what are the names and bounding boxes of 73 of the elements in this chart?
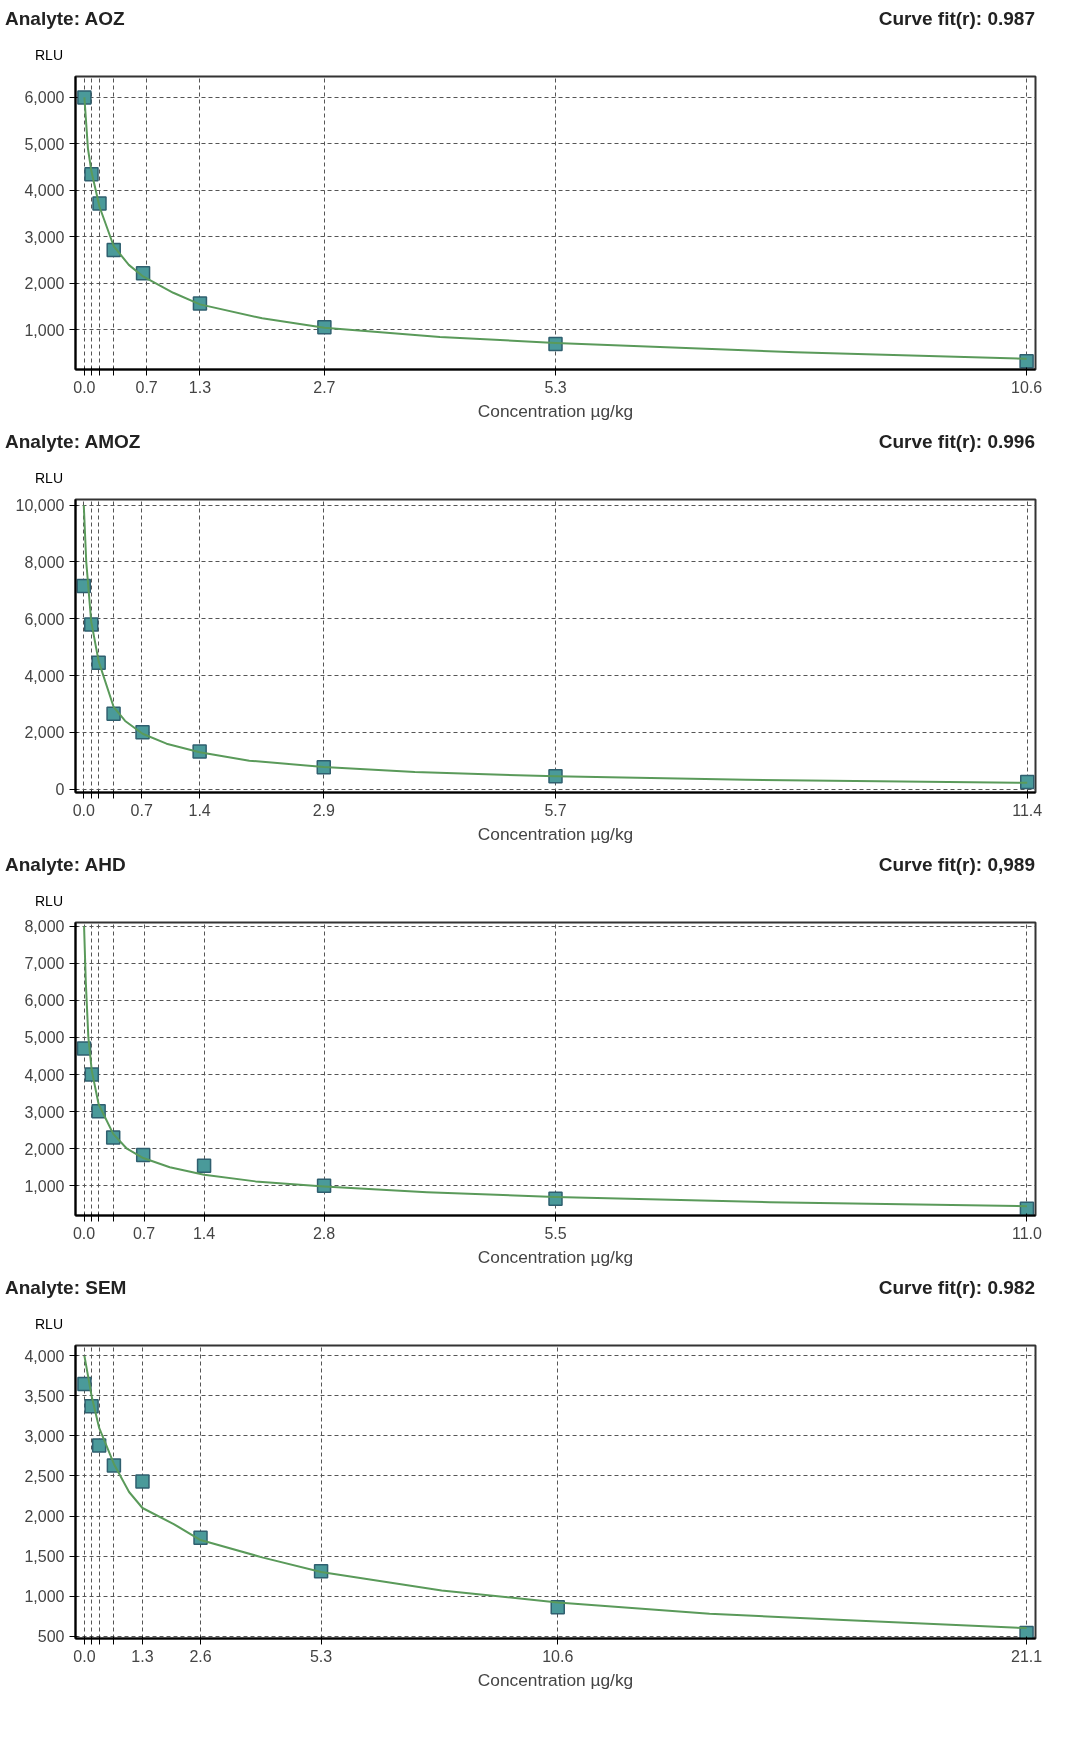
y-tick-label: 7,000	[24, 955, 65, 973]
x-tick-label: 5.3	[544, 378, 567, 396]
y-tick-label: 8,000	[24, 918, 65, 936]
chart-subtitle: Curve fit(r): 0.982	[878, 1276, 1035, 1300]
y-tick-label: 3,500	[24, 1387, 65, 1405]
point	[196, 1158, 212, 1174]
x-tick-label: 0.7	[132, 1224, 156, 1242]
x-tick-label: 5.5	[544, 1224, 567, 1242]
y-tick-label: 500	[37, 1628, 65, 1646]
y-axis-title: RLU	[34, 892, 64, 911]
y-tick-label: 8,000	[24, 553, 65, 571]
y-tick-label: 4,000	[24, 1066, 65, 1084]
chart-subtitle: Curve fit(r): 0,989	[878, 853, 1035, 877]
x-tick-label: 10.6	[1011, 378, 1043, 396]
y-tick-label: 4,000	[24, 1347, 65, 1365]
x-tick-label: 1.3	[131, 1647, 154, 1665]
y-tick-label: 3,000	[24, 228, 65, 246]
y-tick-label: 2,000	[24, 724, 65, 742]
chart-title: Analyte: AHD	[5, 853, 126, 877]
x-axis-title: Concentration µg/kg	[477, 1246, 634, 1267]
x-tick-label: 5.7	[544, 801, 567, 819]
x-tick-label: 0.7	[135, 378, 158, 396]
chart-subtitle: Curve fit(r): 0.987	[878, 7, 1035, 31]
x-tick-label: 1.4	[192, 1224, 216, 1242]
chart-subtitle: Curve fit(r): 0.996	[878, 430, 1035, 454]
y-tick-label: 2,500	[24, 1467, 65, 1485]
y-tick-label: 4,000	[24, 667, 65, 685]
y-tick-label: 1,000	[24, 1177, 65, 1195]
y-tick-label: 1,000	[24, 1588, 65, 1606]
y-tick-label: 4,000	[24, 182, 65, 200]
x-tick-label: 2.9	[312, 801, 335, 819]
y-tick-label: 3,000	[24, 1103, 65, 1121]
x-tick-label: 0.0	[73, 378, 96, 396]
x-tick-label: 2.8	[312, 1224, 336, 1242]
y-tick-label: 6,000	[24, 992, 65, 1010]
y-axis-title: RLU	[34, 469, 64, 488]
x-tick-label: 0.0	[72, 801, 95, 819]
chart-title: Analyte: AOZ	[5, 7, 125, 31]
x-axis-title: Concentration µg/kg	[477, 823, 634, 844]
point	[135, 1474, 150, 1489]
x-tick-label: 2.6	[189, 1647, 212, 1665]
point	[77, 90, 92, 105]
x-tick-label: 11.4	[1012, 801, 1043, 819]
point	[1019, 353, 1034, 369]
y-tick-label: 1,000	[24, 321, 65, 339]
chart-title: Analyte: SEM	[5, 1276, 127, 1300]
y-axis-title: RLU	[34, 46, 64, 65]
point	[91, 1438, 107, 1453]
y-tick-label: 6,000	[24, 610, 65, 628]
x-tick-label: 0.7	[130, 801, 153, 819]
y-tick-label: 1,500	[24, 1548, 65, 1566]
x-tick-label: 11.0	[1011, 1224, 1043, 1242]
y-tick-label: 2,000	[24, 275, 65, 293]
chart-title: Analyte: AMOZ	[5, 430, 141, 454]
x-tick-label: 2.7	[313, 378, 336, 396]
y-tick-label: 5,000	[24, 1029, 65, 1047]
x-tick-label: 10.6	[542, 1647, 574, 1665]
x-axis-title: Concentration µg/kg	[477, 1669, 634, 1690]
x-tick-label: 0.0	[73, 1647, 96, 1665]
y-tick-label: 2,000	[24, 1140, 65, 1158]
x-tick-label: 5.3	[309, 1647, 333, 1665]
x-tick-label: 21.1	[1011, 1647, 1043, 1665]
x-tick-label: 1.4	[188, 801, 211, 819]
y-tick-label: 3,000	[24, 1427, 65, 1445]
y-tick-label: 2,000	[24, 1508, 65, 1526]
y-tick-label: 0	[55, 781, 65, 799]
x-axis-title: Concentration µg/kg	[477, 400, 634, 421]
y-tick-label: 10,000	[15, 497, 65, 515]
y-tick-label: 6,000	[24, 89, 65, 107]
x-tick-label: 0.0	[72, 1224, 96, 1242]
x-tick-label: 1.3	[188, 378, 212, 396]
y-axis-title: RLU	[34, 1315, 64, 1334]
y-tick-label: 5,000	[24, 135, 65, 153]
